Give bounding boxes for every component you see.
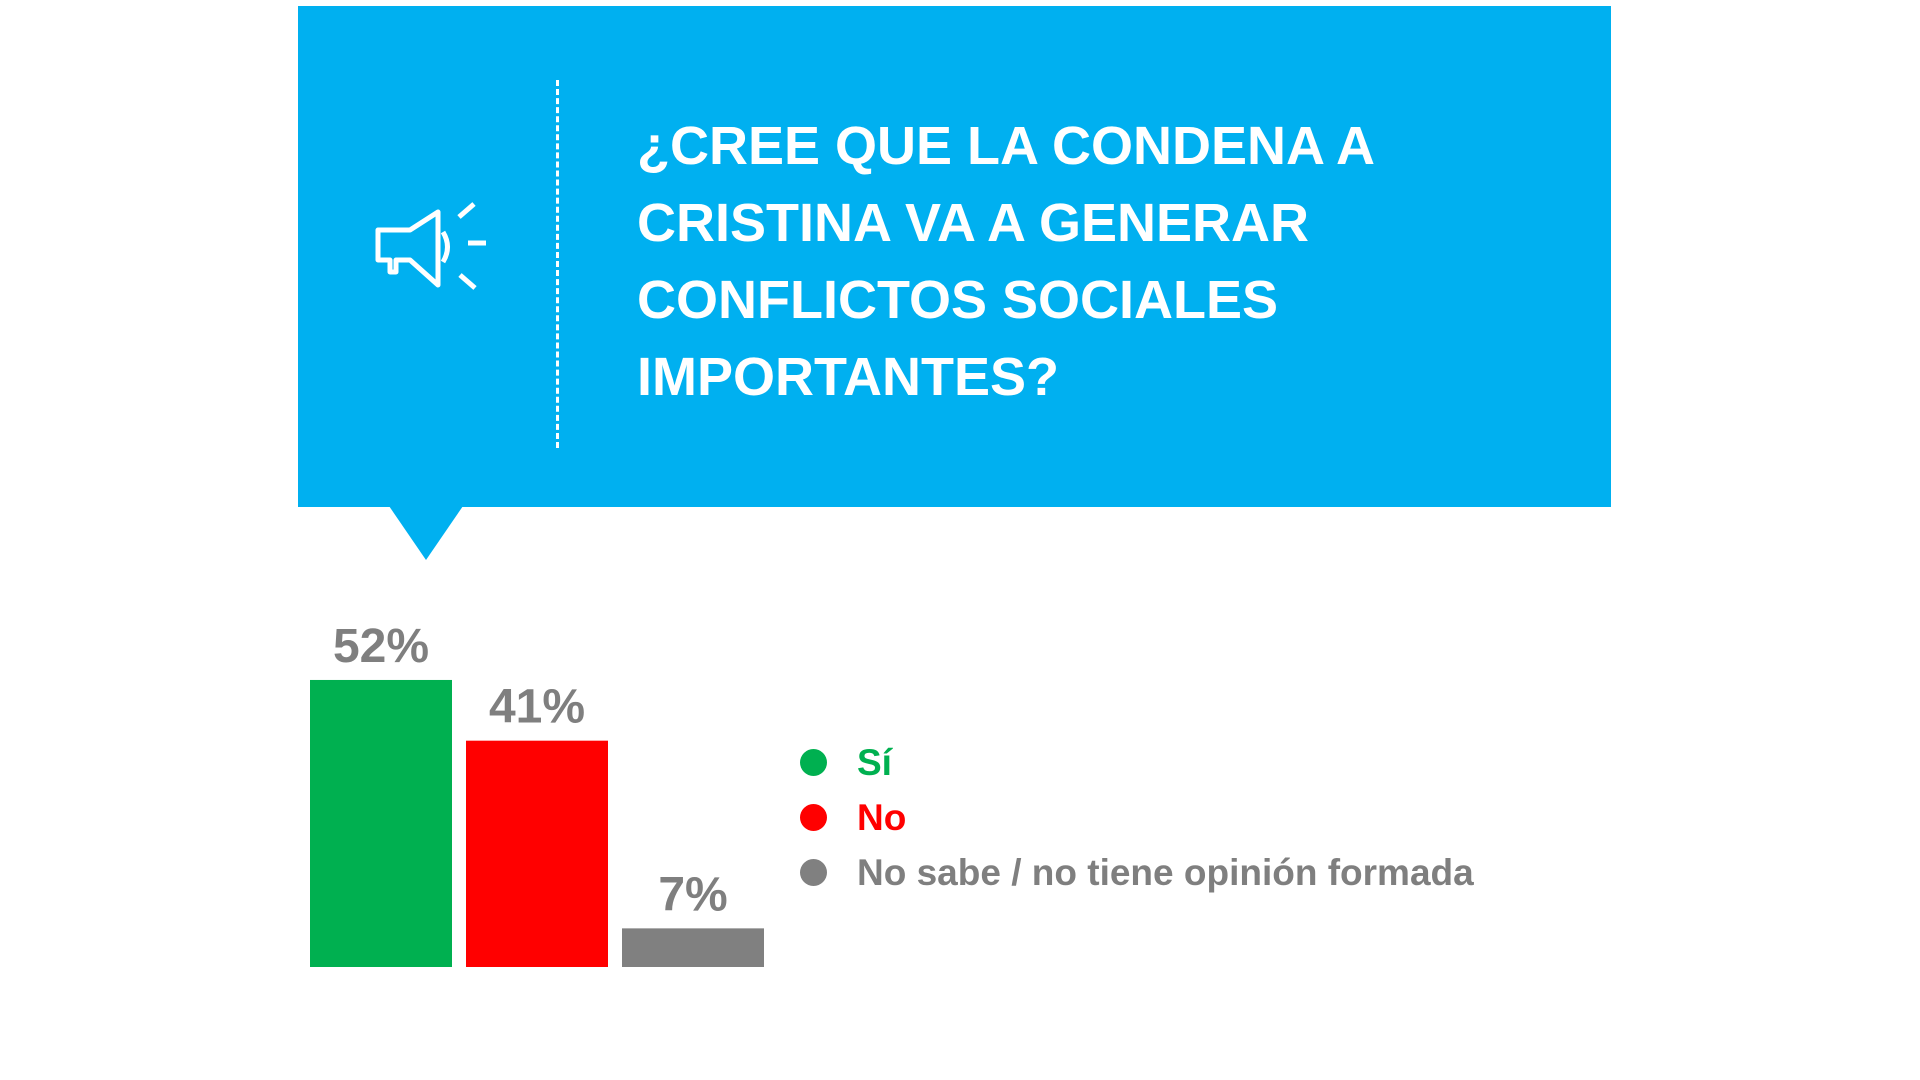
legend-dot [800,749,827,776]
banner-pointer [389,506,463,560]
legend-dot [800,859,827,886]
legend: Sí No No sabe / no tiene opinión formada [800,735,1474,900]
megaphone-icon [375,202,486,290]
title-line: ¿CREE QUE LA CONDENA A [637,116,1376,176]
title-line: CONFLICTOS SOCIALES [637,270,1279,330]
legend-dot [800,804,827,831]
bar-0 [310,679,452,967]
legend-label: No [857,796,907,838]
question-title: ¿CREE QUE LA CONDENA A CRISTINA VA A GEN… [637,108,1537,416]
legend-label: Sí [857,741,892,783]
title-line: IMPORTANTES? [637,347,1059,407]
question-banner [298,6,1611,507]
bar-2 [622,928,764,967]
legend-item-no: No [800,790,1474,845]
title-line: CRISTINA VA A GENERAR [637,193,1310,253]
dashed-divider [556,80,559,448]
data-label: 41% [489,681,585,734]
bar-1 [466,740,608,967]
data-label: 52% [333,620,429,673]
legend-item-si: Sí [800,735,1474,790]
legend-label: No sabe / no tiene opinión formada [857,851,1474,893]
legend-item-no-sabe: No sabe / no tiene opinión formada [800,845,1474,900]
data-label: 7% [658,868,727,921]
